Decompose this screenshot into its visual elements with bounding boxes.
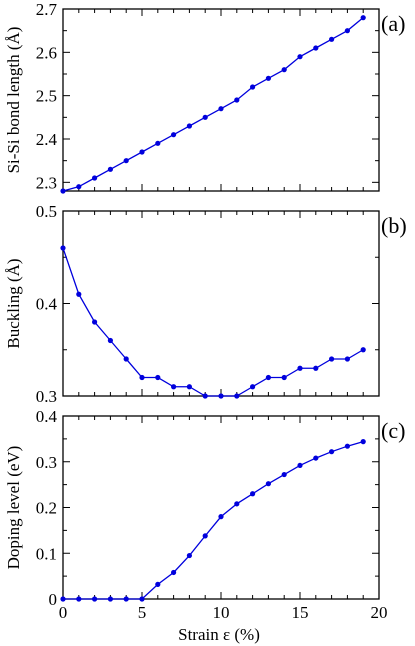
data-point xyxy=(155,374,161,381)
data-point xyxy=(297,365,303,371)
data-point xyxy=(344,443,350,449)
data-point xyxy=(313,365,319,371)
data-point xyxy=(234,501,240,507)
y-tick-label: 2.4 xyxy=(36,130,58,149)
data-point xyxy=(76,184,82,190)
panel-label: (a) xyxy=(381,11,405,36)
data-point xyxy=(234,97,240,103)
data-point xyxy=(265,75,271,81)
data-point xyxy=(202,393,208,399)
data-point xyxy=(60,245,66,251)
data-point xyxy=(186,384,192,390)
data-point xyxy=(250,491,256,497)
data-point xyxy=(76,291,82,297)
data-point xyxy=(218,393,224,399)
y-tick-label: 0.1 xyxy=(36,544,57,563)
x-tick-label: 20 xyxy=(371,603,388,622)
data-point xyxy=(281,374,287,381)
data-point xyxy=(297,54,303,60)
y-tick-label: 2.3 xyxy=(36,173,57,192)
data-point xyxy=(265,374,271,381)
y-tick-label: 0.4 xyxy=(36,295,58,314)
data-point xyxy=(234,393,240,399)
data-point xyxy=(186,552,192,559)
data-point xyxy=(123,158,129,164)
data-point xyxy=(329,356,335,362)
data-point xyxy=(218,514,224,520)
data-point xyxy=(123,596,129,602)
data-point xyxy=(218,106,224,112)
data-point xyxy=(265,481,271,487)
data-point xyxy=(360,15,366,21)
series-line xyxy=(62,17,364,192)
panel-a: 2.3 2.4 2.5 2.6 2.7 Si-Si bond length (Å) (a) xyxy=(4,0,405,194)
data-point xyxy=(76,596,82,602)
panel-c: 0 0.1 0.2 0.3 0.4 0 5 10 15 20 Doping level (eV) (c… xyxy=(4,407,405,622)
data-point xyxy=(360,439,366,445)
panel-label: (b) xyxy=(381,213,407,238)
x-tick-label: 5 xyxy=(138,603,147,622)
data-point xyxy=(329,36,335,42)
y-tick-label: 0.4 xyxy=(36,407,58,426)
data-point xyxy=(171,569,177,576)
y-tick-label: 2.7 xyxy=(36,0,58,19)
data-point xyxy=(250,84,256,90)
data-point xyxy=(329,449,335,455)
data-point xyxy=(297,462,303,469)
panel-label: (c) xyxy=(381,418,405,443)
data-point xyxy=(123,356,129,362)
data-point xyxy=(202,114,208,120)
x-tick-label: 15 xyxy=(292,603,309,622)
series-line xyxy=(63,440,364,600)
data-point xyxy=(186,123,192,129)
plot-frame xyxy=(62,415,380,600)
data-point xyxy=(92,596,98,602)
data-point xyxy=(313,455,319,461)
plot-frame xyxy=(62,210,380,397)
data-point xyxy=(92,175,98,181)
data-point xyxy=(344,28,350,34)
data-point xyxy=(344,356,350,362)
plot-frame xyxy=(62,8,380,192)
data-point xyxy=(313,45,319,51)
y-tick-label: 0.3 xyxy=(36,453,57,472)
y-axis-label: Buckling (Å) xyxy=(4,258,23,348)
x-tick-label: 0 xyxy=(59,603,68,622)
data-point xyxy=(107,166,113,172)
data-point xyxy=(60,596,66,602)
y-axis-label: Si-Si bond length (Å) xyxy=(4,27,23,174)
data-point xyxy=(92,319,98,325)
data-point xyxy=(139,374,145,381)
y-tick-label: 0.5 xyxy=(36,202,57,221)
data-point xyxy=(155,581,161,587)
y-axis-label: Doping level (eV) xyxy=(4,446,23,570)
y-tick-label: 0.2 xyxy=(36,499,57,518)
data-point xyxy=(171,132,177,138)
y-tick-label: 0.3 xyxy=(36,387,57,406)
y-tick-label: 2.5 xyxy=(36,87,57,106)
y-tick-label: 2.6 xyxy=(36,43,57,62)
x-tick-label: 10 xyxy=(213,603,230,622)
data-point xyxy=(281,471,287,478)
data-point xyxy=(107,596,113,602)
data-point xyxy=(360,347,366,353)
x-axis-label: Strain ε (%) xyxy=(178,625,260,644)
panel-b: 0.3 0.4 0.5 Buckling (Å) (b) xyxy=(4,202,407,406)
data-point xyxy=(171,384,177,390)
data-point xyxy=(139,149,145,155)
data-point xyxy=(281,67,287,73)
data-point xyxy=(155,140,161,146)
data-point xyxy=(139,596,145,602)
y-tick-label: 0 xyxy=(49,590,58,609)
data-point xyxy=(202,533,208,539)
series-line xyxy=(62,247,364,397)
data-point xyxy=(250,384,256,390)
data-point xyxy=(60,188,66,194)
data-point xyxy=(107,337,113,344)
